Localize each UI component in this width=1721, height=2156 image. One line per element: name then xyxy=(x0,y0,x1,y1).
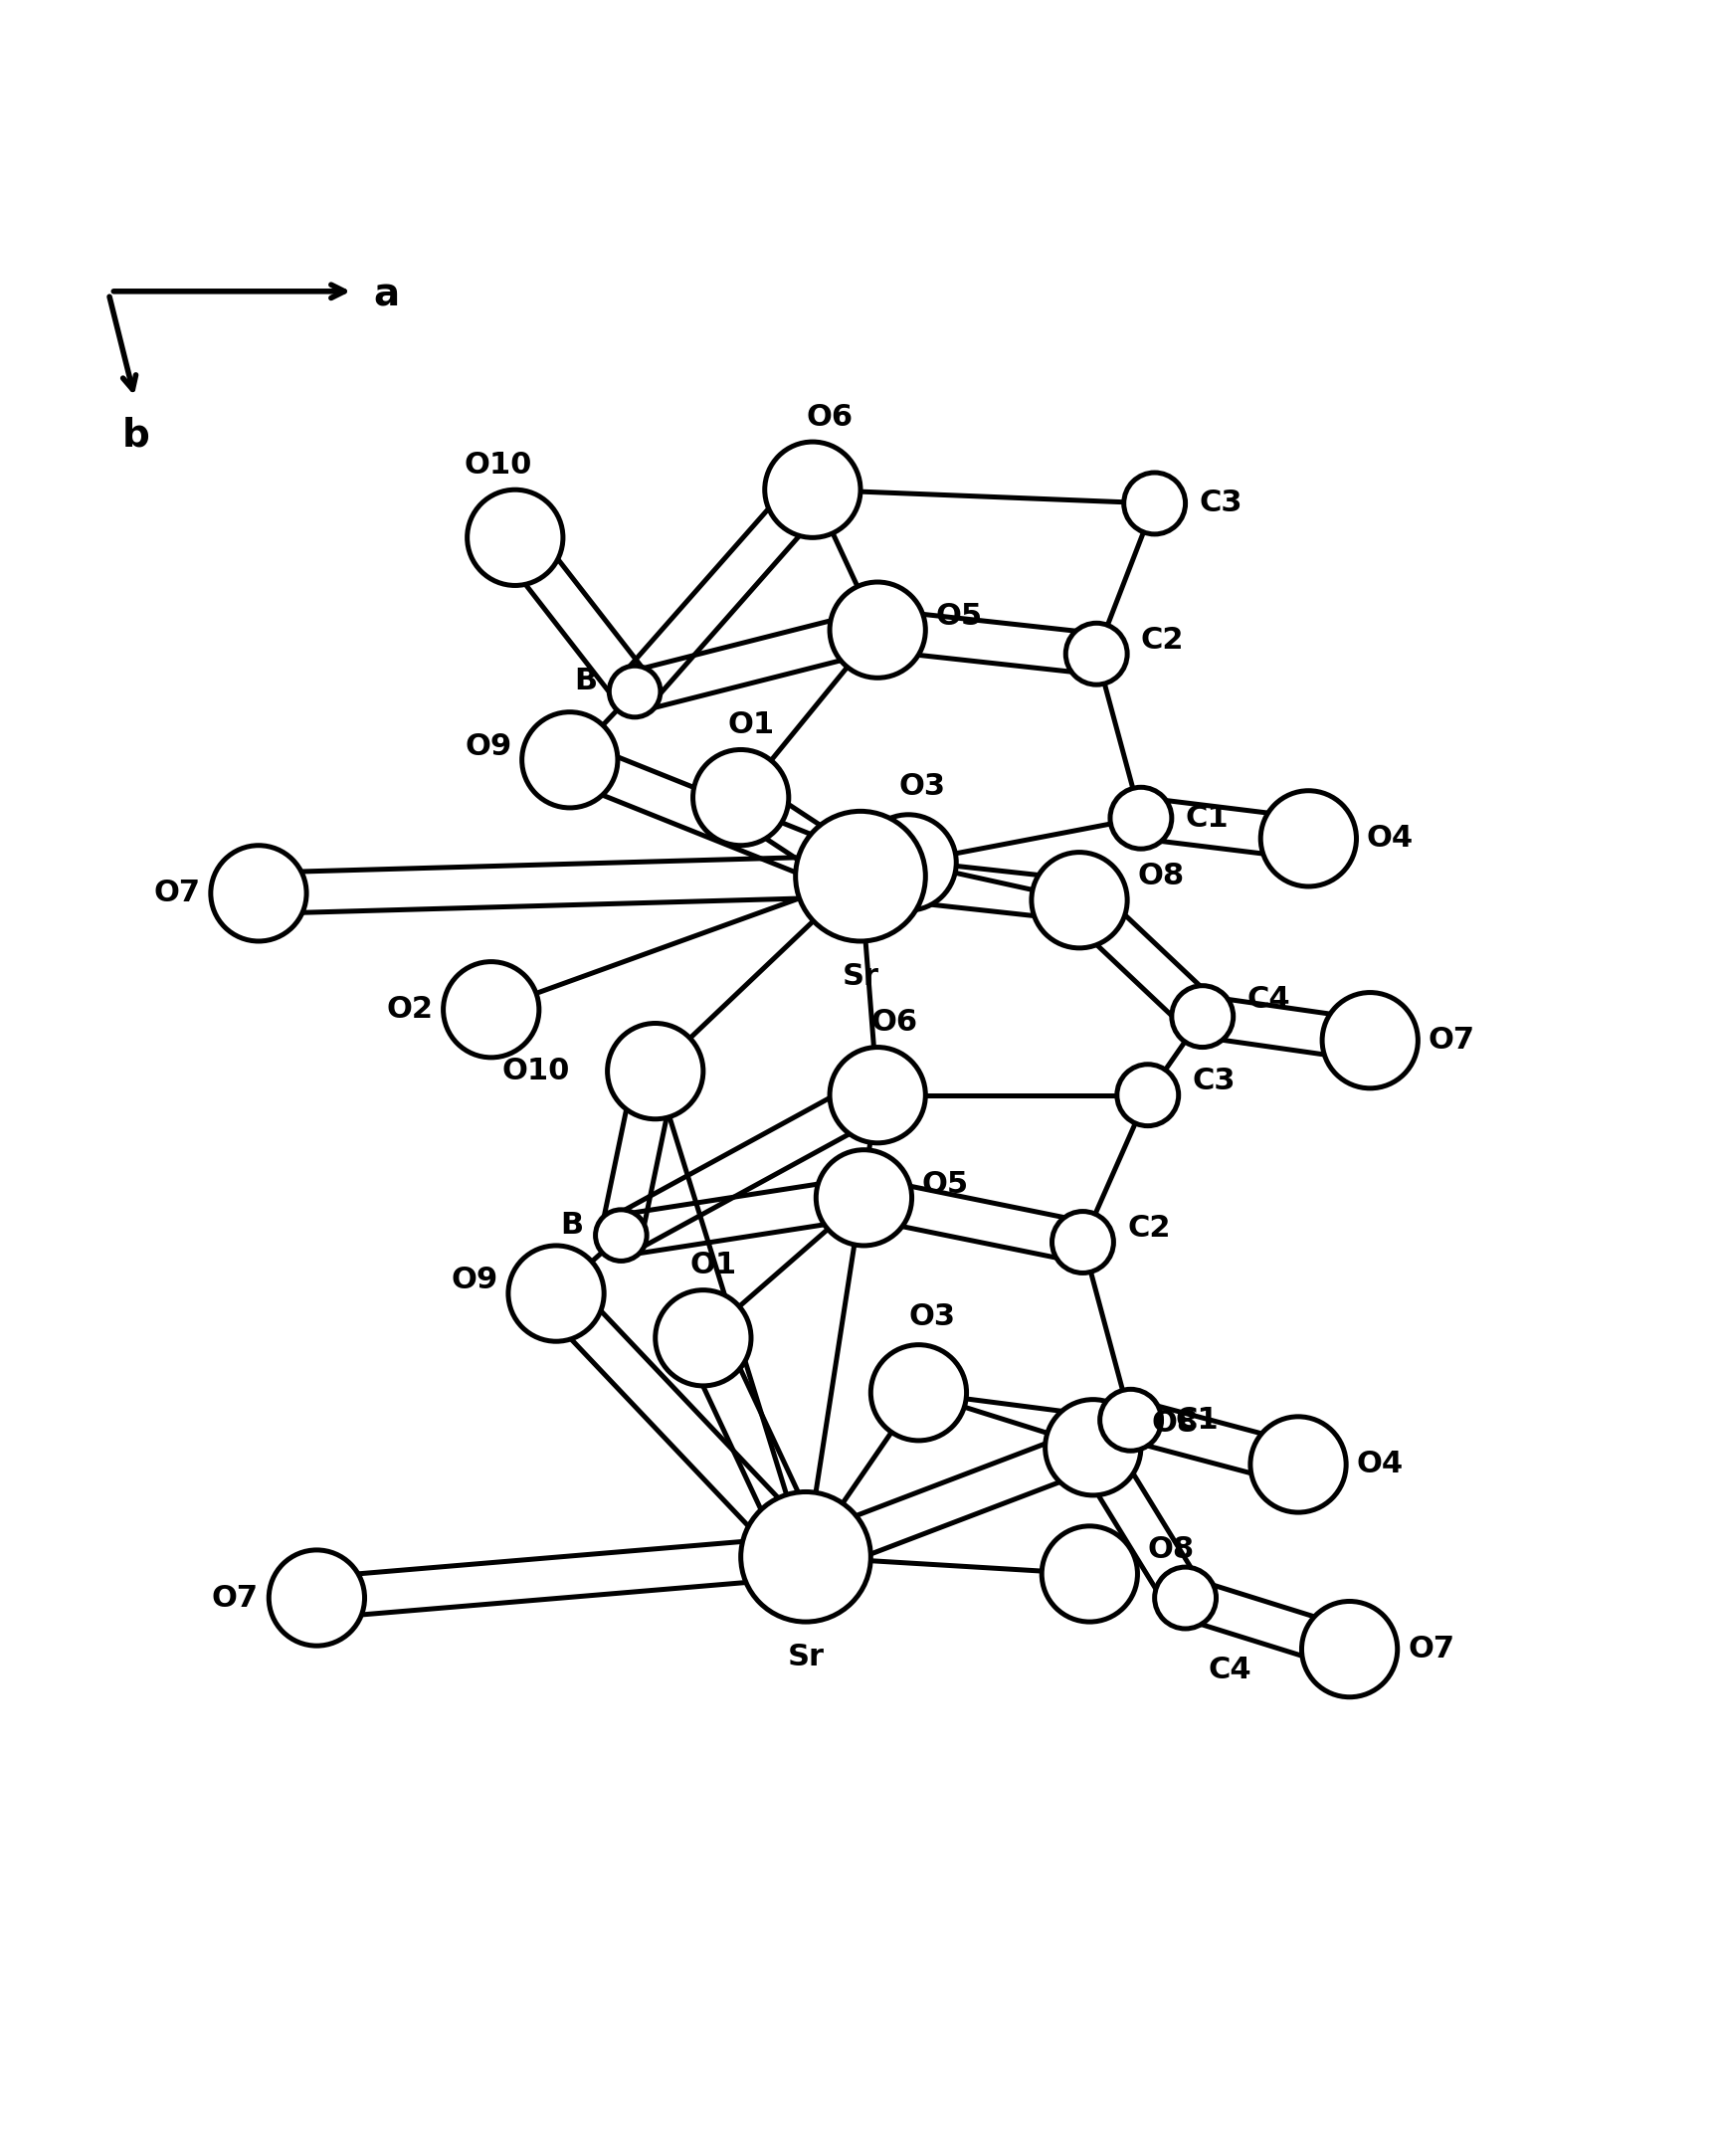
Text: b: b xyxy=(122,416,150,455)
Circle shape xyxy=(609,666,661,718)
Circle shape xyxy=(1322,992,1418,1089)
Circle shape xyxy=(268,1550,365,1645)
Text: C4: C4 xyxy=(1248,985,1291,1013)
Circle shape xyxy=(656,1289,750,1386)
Circle shape xyxy=(1052,1212,1113,1272)
Text: O8: O8 xyxy=(1148,1535,1194,1565)
Text: O6: O6 xyxy=(805,403,854,431)
Circle shape xyxy=(694,750,788,845)
Circle shape xyxy=(871,1345,967,1440)
Text: O9: O9 xyxy=(465,731,511,761)
Text: C1: C1 xyxy=(1186,804,1229,832)
Circle shape xyxy=(210,845,306,942)
Text: O7: O7 xyxy=(1408,1634,1454,1664)
Circle shape xyxy=(816,1149,912,1246)
Circle shape xyxy=(1117,1065,1179,1125)
Circle shape xyxy=(1124,472,1186,535)
Text: C4: C4 xyxy=(1208,1656,1251,1684)
Circle shape xyxy=(1251,1416,1346,1511)
Text: Sr: Sr xyxy=(788,1643,824,1671)
Circle shape xyxy=(1065,623,1127,686)
Text: O7: O7 xyxy=(1428,1026,1475,1054)
Circle shape xyxy=(1031,852,1127,949)
Text: O10: O10 xyxy=(503,1056,570,1087)
Text: O1: O1 xyxy=(728,711,774,740)
Text: O2: O2 xyxy=(386,996,434,1024)
Text: O7: O7 xyxy=(212,1583,258,1613)
Text: O5: O5 xyxy=(922,1169,969,1199)
Circle shape xyxy=(595,1210,647,1261)
Circle shape xyxy=(830,1048,926,1143)
Text: a: a xyxy=(373,276,399,313)
Text: C1: C1 xyxy=(1175,1406,1218,1434)
Circle shape xyxy=(764,442,860,537)
Text: O7: O7 xyxy=(153,880,200,908)
Circle shape xyxy=(444,962,539,1056)
Circle shape xyxy=(1110,787,1172,849)
Circle shape xyxy=(1260,791,1356,886)
Text: O8: O8 xyxy=(1138,862,1184,890)
Text: B: B xyxy=(561,1212,583,1240)
Circle shape xyxy=(1100,1388,1162,1451)
Text: O9: O9 xyxy=(451,1266,497,1294)
Text: O5: O5 xyxy=(936,602,983,632)
Circle shape xyxy=(795,811,926,942)
Circle shape xyxy=(860,815,957,910)
Text: O3: O3 xyxy=(909,1302,955,1330)
Text: B: B xyxy=(575,666,597,696)
Text: C2: C2 xyxy=(1141,625,1184,655)
Circle shape xyxy=(1045,1399,1141,1496)
Circle shape xyxy=(508,1246,604,1341)
Text: C2: C2 xyxy=(1127,1214,1170,1242)
Circle shape xyxy=(1041,1526,1138,1621)
Text: O10: O10 xyxy=(465,451,532,479)
Circle shape xyxy=(830,582,926,677)
Text: O8: O8 xyxy=(1151,1410,1198,1438)
Text: O6: O6 xyxy=(871,1009,917,1037)
Circle shape xyxy=(1172,985,1234,1048)
Text: O1: O1 xyxy=(690,1250,737,1281)
Circle shape xyxy=(466,489,563,586)
Text: C3: C3 xyxy=(1193,1067,1236,1095)
Text: C3: C3 xyxy=(1200,489,1243,517)
Circle shape xyxy=(521,711,618,808)
Circle shape xyxy=(1155,1567,1217,1628)
Circle shape xyxy=(1301,1602,1397,1697)
Text: Sr: Sr xyxy=(842,962,879,990)
Text: O4: O4 xyxy=(1366,824,1413,854)
Text: O3: O3 xyxy=(898,772,945,800)
Text: O4: O4 xyxy=(1356,1451,1403,1479)
Circle shape xyxy=(608,1024,704,1119)
Circle shape xyxy=(740,1492,871,1621)
